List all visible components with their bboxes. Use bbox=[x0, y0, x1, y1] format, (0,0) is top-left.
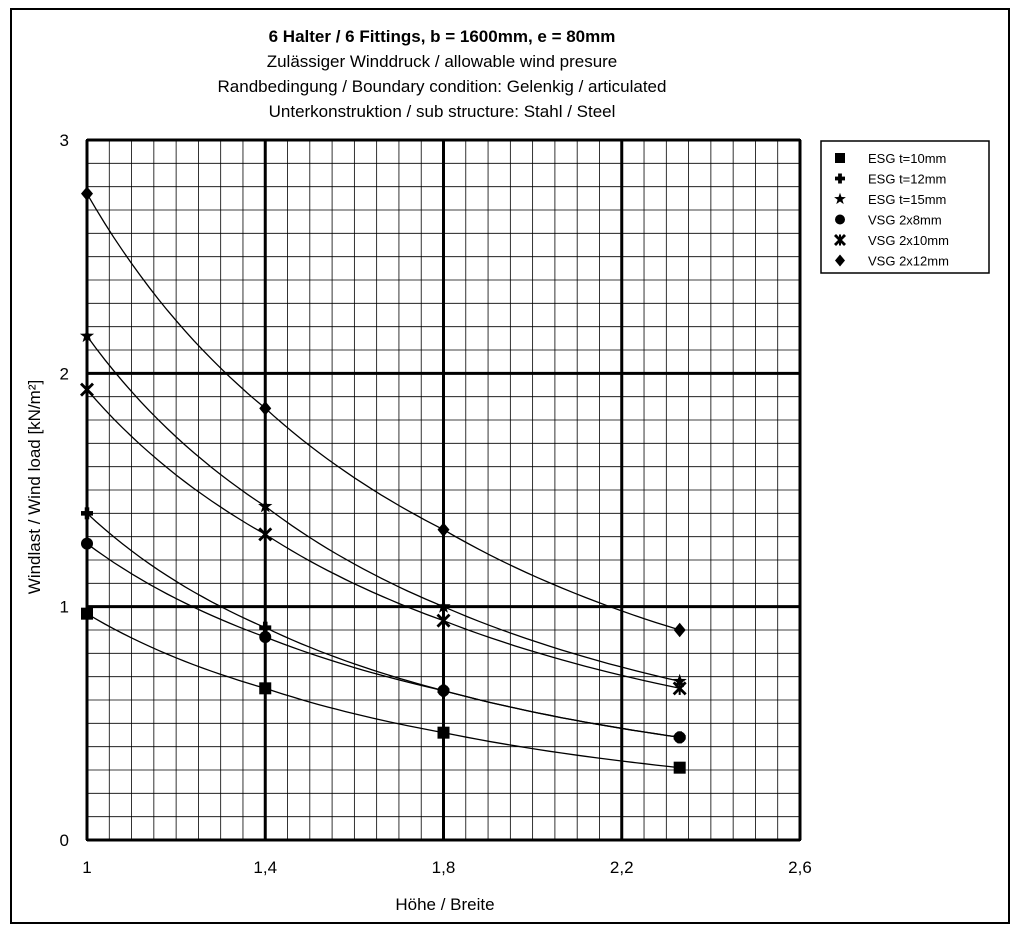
series bbox=[81, 507, 686, 744]
series bbox=[81, 186, 686, 638]
y-tick-label: 1 bbox=[60, 598, 69, 617]
legend-box bbox=[820, 140, 990, 274]
legend-marker bbox=[835, 153, 845, 163]
data-point bbox=[79, 328, 95, 343]
data-point bbox=[259, 631, 272, 643]
legend-marker bbox=[835, 214, 845, 225]
data-point bbox=[81, 537, 93, 550]
y-tick-label: 2 bbox=[60, 364, 69, 383]
series-line bbox=[86, 335, 680, 682]
y-tick-label: 0 bbox=[60, 831, 69, 850]
data-point bbox=[81, 507, 93, 520]
title-line-4: Unterkonstruktion / sub structure: Stahl… bbox=[269, 102, 616, 121]
data-point bbox=[81, 186, 93, 201]
legend-entry: VSG 2x10mm bbox=[868, 233, 949, 248]
data-point bbox=[258, 498, 273, 513]
series-line bbox=[86, 543, 680, 738]
data-point bbox=[673, 731, 686, 744]
data-point bbox=[437, 684, 450, 697]
legend-entry: ESG t=12mm bbox=[868, 172, 946, 187]
legend: ESG t=10mm ESG t=12mm ESG t=15mm VSG 2x8mm V… bbox=[820, 140, 990, 274]
legend-marker bbox=[834, 234, 846, 246]
plot-border bbox=[86, 139, 801, 841]
data-point bbox=[672, 673, 687, 688]
series-line bbox=[86, 193, 680, 631]
data-point bbox=[259, 621, 272, 634]
series bbox=[81, 607, 686, 774]
data-point bbox=[436, 613, 451, 628]
title-line-3: Randbedingung / Boundary condition: Gele… bbox=[218, 77, 667, 96]
y-tick-label: 3 bbox=[60, 131, 69, 150]
y-axis-label: Windlast / Wind load [kN/m²] bbox=[25, 380, 44, 594]
legend-entry: ESG t=10mm bbox=[868, 151, 946, 166]
legend-entry: VSG 2x12mm bbox=[868, 254, 949, 269]
legend-entry: VSG 2x8mm bbox=[868, 213, 942, 228]
data-point bbox=[673, 761, 686, 774]
x-axis-label: Höhe / Breite bbox=[395, 895, 494, 914]
data-point bbox=[258, 527, 273, 542]
x-tick-label: 2,2 bbox=[610, 858, 634, 877]
data-point bbox=[259, 401, 272, 416]
legend-entry: ESG t=15mm bbox=[868, 192, 946, 207]
x-tick-label: 1,8 bbox=[432, 858, 456, 877]
x-tick-label: 1 bbox=[82, 858, 91, 877]
series bbox=[79, 328, 687, 688]
series-line bbox=[86, 613, 680, 769]
data-point bbox=[259, 682, 272, 695]
series bbox=[81, 537, 686, 744]
data-point bbox=[437, 522, 450, 537]
x-tick-label: 2,6 bbox=[788, 858, 812, 877]
series-line bbox=[86, 389, 680, 689]
series bbox=[80, 382, 687, 696]
data-point bbox=[672, 681, 687, 696]
data-point bbox=[437, 726, 450, 739]
legend-marker bbox=[835, 254, 845, 267]
data-point bbox=[80, 382, 94, 397]
title-line-2: Zulässiger Winddruck / allowable wind pr… bbox=[267, 52, 618, 71]
title-line-1: 6 Halter / 6 Fittings, b = 1600mm, e = 8… bbox=[269, 27, 616, 46]
legend-marker bbox=[835, 173, 845, 184]
plot-area bbox=[86, 139, 801, 841]
data-series bbox=[79, 186, 687, 774]
data-point bbox=[436, 599, 451, 613]
x-tick-label: 1,4 bbox=[253, 858, 277, 877]
chart-title: 6 Halter / 6 Fittings, b = 1600mm, e = 8… bbox=[218, 27, 667, 121]
data-point bbox=[81, 607, 93, 620]
data-point bbox=[673, 622, 686, 638]
legend-marker bbox=[834, 192, 846, 205]
